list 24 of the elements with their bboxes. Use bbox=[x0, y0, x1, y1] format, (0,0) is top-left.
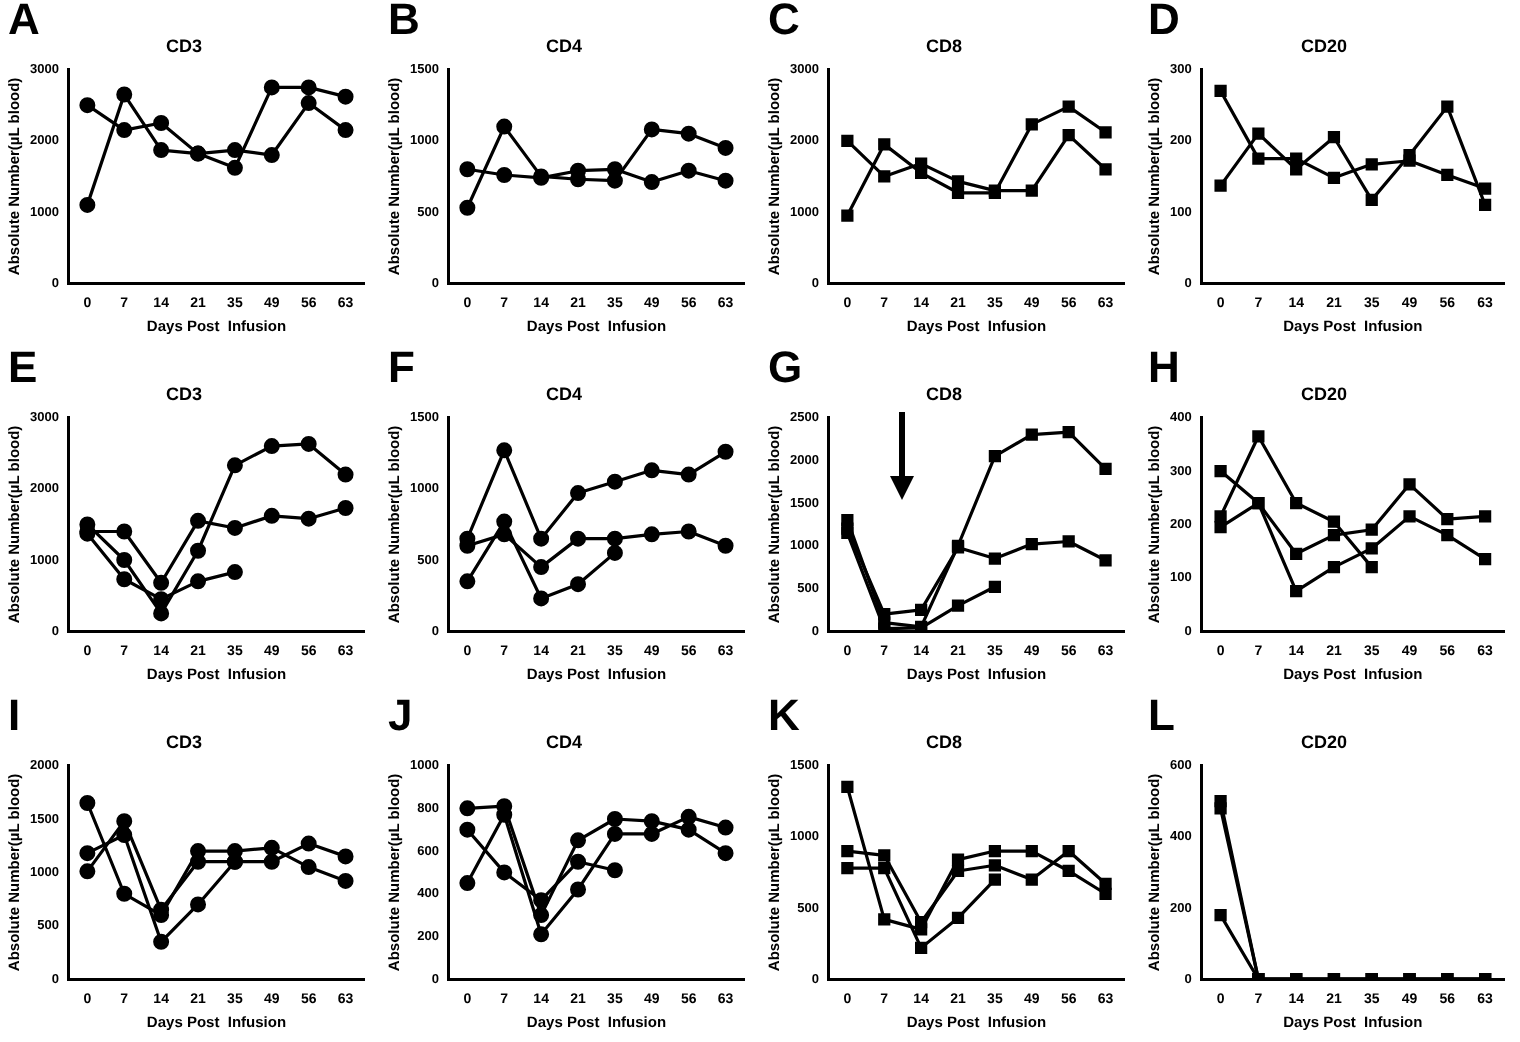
text: H bbox=[1148, 342, 1180, 392]
chart-title: CD20 bbox=[1300, 731, 1348, 752]
chart-title: CD4 bbox=[545, 35, 583, 56]
text: J bbox=[388, 690, 413, 740]
text: A bbox=[8, 0, 40, 44]
chart-title: CD3 bbox=[165, 383, 203, 404]
chart-title: CD8 bbox=[925, 731, 963, 752]
chart-title: CD8 bbox=[925, 35, 963, 56]
chart-title: CD3 bbox=[165, 731, 203, 752]
text: G bbox=[768, 342, 803, 392]
chart-title: CD4 bbox=[545, 731, 583, 752]
text: B bbox=[388, 0, 420, 44]
text: I bbox=[8, 690, 21, 740]
chart-title: CD20 bbox=[1300, 383, 1348, 404]
text: K bbox=[768, 690, 800, 740]
chart-title: CD3 bbox=[165, 35, 203, 56]
chart-title: CD4 bbox=[545, 383, 583, 404]
chart-title: CD8 bbox=[925, 383, 963, 404]
text: C bbox=[768, 0, 800, 44]
chart-title: CD20 bbox=[1300, 35, 1348, 56]
text: L bbox=[1148, 690, 1175, 740]
text: F bbox=[388, 342, 415, 392]
text: E bbox=[8, 342, 38, 392]
text: D bbox=[1148, 0, 1180, 44]
